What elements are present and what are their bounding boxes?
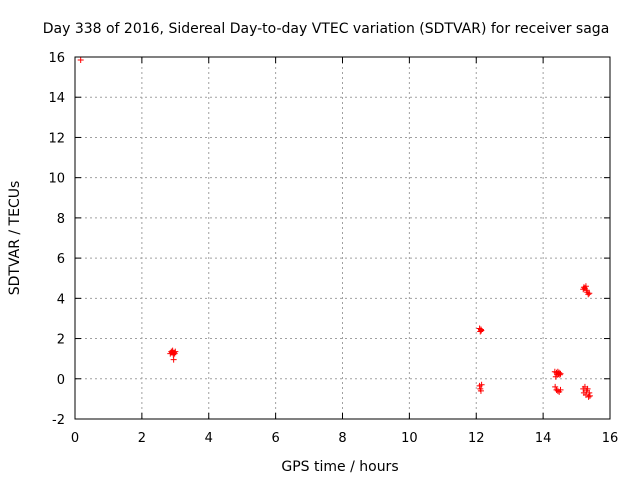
data-point [557, 370, 564, 377]
y-tick-label: -2 [52, 413, 65, 428]
data-point [586, 389, 593, 396]
data-point [552, 383, 559, 390]
data-point [170, 356, 177, 363]
y-axis-label: SDTVAR / TECUs [7, 181, 23, 296]
x-tick-label: 12 [468, 431, 485, 446]
data-point [585, 291, 592, 298]
x-tick-label: 4 [205, 431, 213, 446]
data-point [554, 387, 561, 394]
y-tick-label: 6 [57, 252, 65, 267]
data-point [557, 386, 564, 393]
axis-ticks: 0 2 4 6 8 10 12 14 16 -2 0 2 4 6 8 10 12 14 16 [48, 51, 618, 446]
y-tick-label: 10 [48, 172, 65, 187]
x-tick-label: 8 [338, 431, 346, 446]
x-tick-label: 14 [535, 431, 552, 446]
data-point [585, 393, 592, 400]
data-point [77, 57, 84, 64]
x-axis-label: GPS time / hours [281, 459, 398, 475]
y-tick-label: 16 [48, 51, 65, 66]
grid [75, 57, 610, 419]
data-point [586, 392, 593, 399]
data-points [77, 57, 593, 400]
x-tick-label: 6 [271, 431, 279, 446]
y-tick-label: 4 [57, 292, 65, 307]
x-tick-label: 10 [401, 431, 418, 446]
plot-frame [74, 56, 611, 420]
data-point [172, 348, 179, 355]
y-tick-label: 14 [48, 91, 65, 106]
data-point [170, 349, 177, 356]
y-tick-label: 12 [48, 131, 65, 146]
data-point [477, 387, 484, 394]
data-point [586, 290, 593, 297]
data-point [584, 385, 591, 392]
data-point [478, 327, 485, 334]
data-point [478, 381, 485, 388]
x-tick-label: 0 [71, 431, 79, 446]
data-point [582, 283, 589, 290]
data-point [556, 371, 563, 378]
chart-title: Day 338 of 2016, Sidereal Day-to-day VTE… [43, 21, 610, 37]
x-tick-label: 16 [602, 431, 619, 446]
x-tick-label: 2 [138, 431, 146, 446]
y-tick-label: 0 [57, 373, 65, 388]
y-tick-label: 8 [57, 212, 65, 227]
y-tick-label: 2 [57, 333, 65, 348]
